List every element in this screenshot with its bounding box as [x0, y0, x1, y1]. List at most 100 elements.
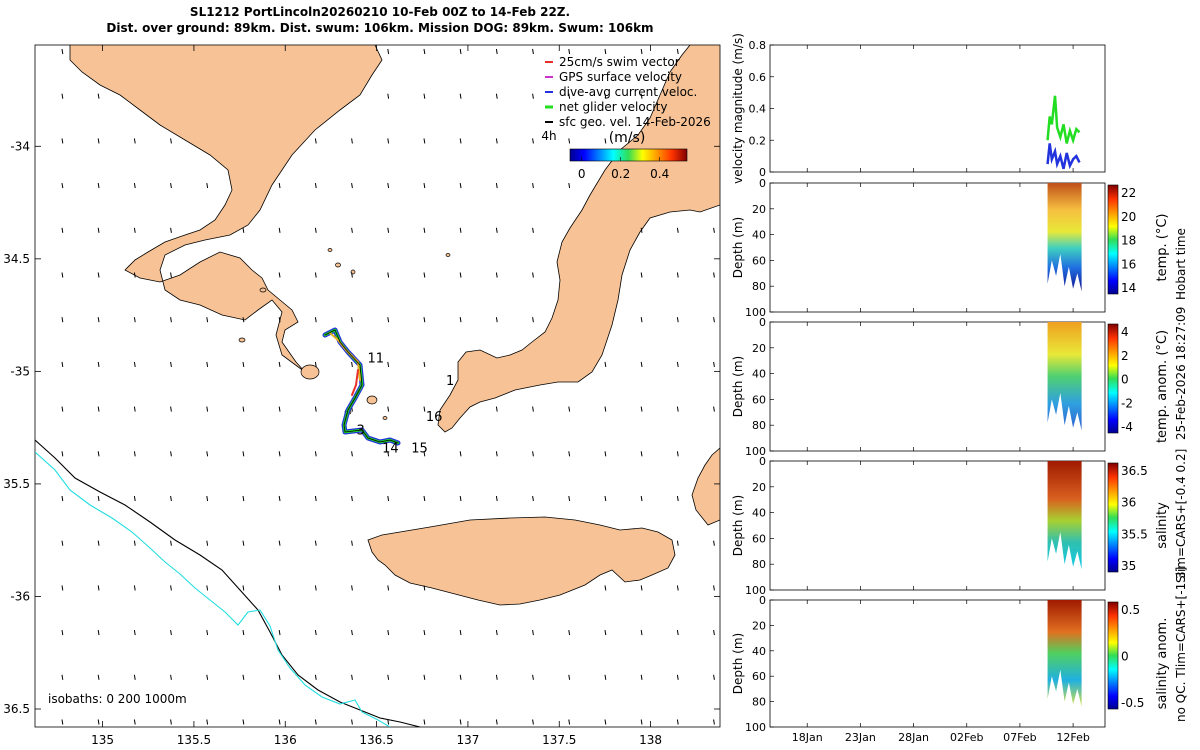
velocity-arrow	[61, 138, 64, 144]
velocity-arrow	[314, 719, 317, 725]
panel-colorbar-label: salinity anom.	[1155, 618, 1170, 710]
velocity-arrow	[351, 138, 353, 144]
velocity-arrow	[61, 540, 64, 546]
velocity-arrow	[242, 361, 245, 367]
velocity-arrow	[568, 406, 571, 412]
velocity-arrow	[640, 227, 643, 233]
isobath-lines	[35, 439, 421, 727]
velocity-arrow	[532, 406, 534, 412]
panel-colorbar-label: temp. anom. (°C)	[1155, 330, 1170, 443]
isobath-label: isobaths: 0 200 1000m	[48, 692, 187, 706]
velocity-arrow	[314, 272, 317, 278]
fleurieu-peninsula	[691, 447, 720, 526]
velocity-arrow	[676, 272, 679, 278]
velocity-arrow	[676, 361, 679, 367]
velocity-arrow	[676, 406, 679, 412]
velocity-arrow	[459, 272, 462, 278]
panel-ytick-label: 80	[752, 280, 766, 293]
panel-xtick-label: 12Feb	[1056, 731, 1089, 744]
panel-colorbar-tick: 0	[1121, 373, 1129, 387]
velocity-arrow	[97, 630, 100, 636]
velocity-arrow	[97, 183, 100, 189]
map-xtick-label: 135.5	[177, 733, 211, 747]
velocity-arrow	[604, 406, 607, 412]
panel-ylabel: velocity magnitude (m/s)	[731, 33, 745, 184]
panel-colorbar-tick: 0	[1121, 650, 1129, 664]
speed-colorbar: 4h (m/s) 0 0.2 0.4	[541, 129, 688, 181]
velocity-arrow	[206, 674, 209, 680]
velocity-arrow	[459, 183, 462, 189]
panel-ytick-label: 60	[752, 532, 766, 545]
velocity-arrow	[713, 227, 715, 233]
velocity-arrow	[351, 272, 353, 278]
velocity-arrow	[532, 48, 534, 55]
panel-ytick-label: 0.6	[749, 71, 767, 84]
day-label: 14	[382, 441, 399, 456]
velocity-arrow	[676, 495, 679, 502]
glider-track	[322, 327, 401, 446]
velocity-arrow	[97, 585, 100, 591]
velocity-arrow	[206, 361, 209, 367]
velocity-arrow	[242, 585, 245, 591]
map-ytick-label: 36.5	[3, 702, 30, 716]
velocity-arrow	[61, 183, 64, 189]
velocity-arrow	[640, 406, 643, 412]
velocity-arrow	[314, 630, 317, 636]
isobath-1000m	[35, 451, 391, 727]
velocity-arrow	[568, 138, 571, 144]
panel-1: velocity magnitude (m/s) 0 0.2 0.4 0.6 0.8	[731, 33, 1106, 184]
map-ytick-label: -34	[10, 139, 30, 153]
velocity-arrow	[170, 138, 172, 144]
velocity-arrow	[278, 361, 281, 367]
velocity-arrow	[640, 451, 643, 457]
velocity-arrow	[97, 674, 100, 680]
velocity-arrow	[495, 138, 498, 144]
velocity-arrow	[314, 540, 317, 546]
side-text-line-1: Hobart time	[1174, 228, 1188, 300]
velocity-arrow	[351, 540, 353, 546]
velocity-arrow	[133, 317, 136, 323]
velocity-arrow	[568, 719, 571, 725]
velocity-arrow	[423, 451, 426, 457]
side-annotation: no QC. Tlim=CARS+[-1 3] Slim=CARS+[-0.4 …	[1174, 228, 1188, 722]
velocity-arrow	[314, 585, 317, 591]
panel-ytick-label: 80	[752, 558, 766, 571]
velocity-arrow	[97, 719, 100, 725]
legend-entry: sfc geo. vel. 14-Feb-2026	[559, 115, 711, 129]
velocity-arrow	[532, 183, 534, 189]
panel-ytick-label: 100	[745, 445, 766, 458]
velocity-arrow	[676, 317, 679, 323]
velocity-arrow	[387, 630, 390, 636]
velocity-arrow	[423, 674, 426, 680]
title-line-1: SL1212 PortLincoln20260210 10-Feb 00Z to…	[189, 5, 571, 19]
velocity-arrow	[604, 630, 607, 636]
panel-colorbar-label: temp. (°C)	[1155, 214, 1170, 282]
velocity-arrow	[713, 317, 715, 323]
panel-ytick-label: 100	[745, 306, 766, 319]
velocity-arrow	[133, 630, 136, 636]
day-label: 15	[411, 441, 428, 456]
velocity-arrow	[495, 93, 498, 99]
velocity-arrow	[676, 719, 679, 725]
panel-ytick-label: 100	[745, 584, 766, 597]
velocity-arrow	[170, 719, 172, 725]
velocity-arrow	[568, 93, 571, 99]
velocity-arrow	[170, 272, 172, 278]
velocity-arrow	[61, 674, 64, 680]
side-text-line-2: 25-Feb-2026 18:27:09	[1174, 307, 1188, 440]
side-text-line-4: no QC. Tlim=CARS+[-1 3]	[1174, 567, 1188, 722]
title-line-2: Dist. over ground: 89km. Dist. swum: 106…	[106, 21, 654, 35]
velocity-arrow	[242, 406, 245, 412]
panel-colorbar-tick: -2	[1121, 396, 1133, 410]
velocity-arrow	[532, 674, 534, 680]
velocity-arrow	[61, 361, 64, 367]
legend-entry: GPS surface velocity	[559, 70, 682, 84]
velocity-arrow	[604, 138, 607, 144]
velocity-arrow	[206, 719, 209, 725]
colorbar-tick-label: 0.2	[611, 167, 630, 181]
velocity-arrow	[495, 48, 498, 55]
velocity-arrow	[459, 719, 462, 725]
velocity-arrow	[242, 495, 245, 502]
panel-ytick-label: 40	[752, 645, 766, 658]
